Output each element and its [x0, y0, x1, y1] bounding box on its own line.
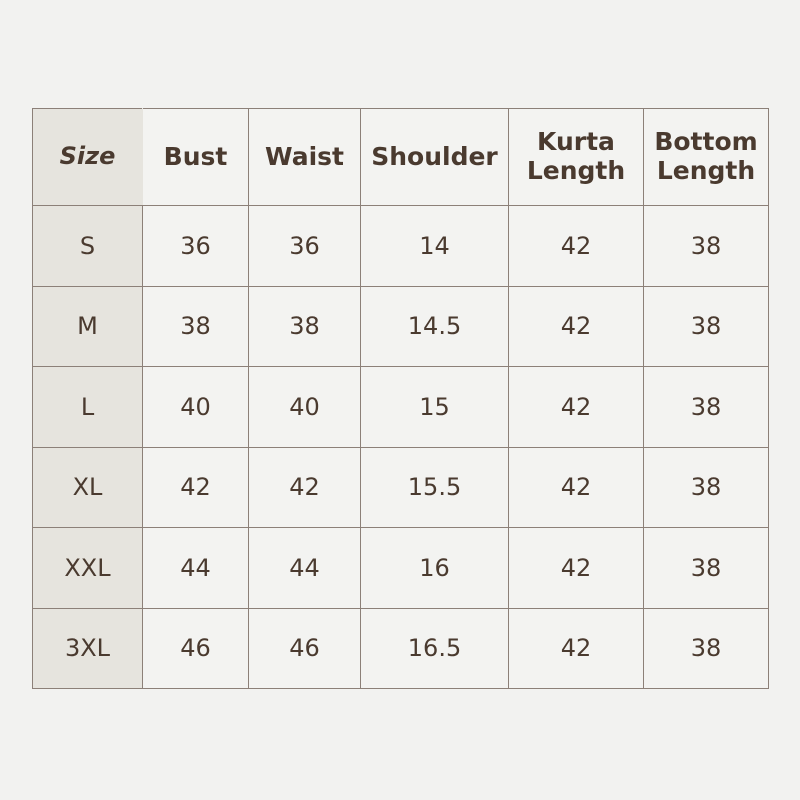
cell-size: 3XL	[32, 607, 143, 689]
cell-kurta-length: 42	[508, 285, 644, 367]
cell-bottom-length: 38	[643, 366, 769, 448]
cell-waist: 46	[248, 607, 361, 689]
column-header-bust: Bust	[142, 108, 249, 206]
cell-bottom-length: 38	[643, 446, 769, 528]
cell-waist: 38	[248, 285, 361, 367]
cell-bust: 44	[142, 527, 249, 609]
column-header-shoulder: Shoulder	[360, 108, 509, 206]
column-header-kurta-length: Kurta Length	[508, 108, 644, 206]
size-chart-table: Size Bust Waist Shoulder Kurta Length Bo…	[32, 108, 769, 689]
table-row: L 40 40 15 42 38	[32, 366, 769, 448]
cell-shoulder: 16.5	[360, 607, 509, 689]
cell-shoulder: 15.5	[360, 446, 509, 528]
column-header-size: Size	[32, 108, 143, 206]
cell-bust: 46	[142, 607, 249, 689]
table-body: S 36 36 14 42 38 M 38 38 14.5 42 38 L 40…	[32, 205, 769, 689]
cell-waist: 36	[248, 205, 361, 287]
cell-size: L	[32, 366, 143, 448]
cell-bottom-length: 38	[643, 527, 769, 609]
cell-waist: 42	[248, 446, 361, 528]
table-row: S 36 36 14 42 38	[32, 205, 769, 287]
size-chart-container: Size Bust Waist Shoulder Kurta Length Bo…	[32, 108, 769, 689]
cell-kurta-length: 42	[508, 446, 644, 528]
cell-shoulder: 14	[360, 205, 509, 287]
cell-kurta-length: 42	[508, 366, 644, 448]
cell-size: XL	[32, 446, 143, 528]
cell-bottom-length: 38	[643, 205, 769, 287]
cell-bust: 36	[142, 205, 249, 287]
table-row: 3XL 46 46 16.5 42 38	[32, 607, 769, 689]
cell-shoulder: 15	[360, 366, 509, 448]
cell-kurta-length: 42	[508, 205, 644, 287]
cell-bust: 42	[142, 446, 249, 528]
cell-shoulder: 16	[360, 527, 509, 609]
cell-waist: 44	[248, 527, 361, 609]
cell-shoulder: 14.5	[360, 285, 509, 367]
column-header-waist: Waist	[248, 108, 361, 206]
table-row: XXL 44 44 16 42 38	[32, 527, 769, 609]
cell-bottom-length: 38	[643, 285, 769, 367]
cell-bust: 38	[142, 285, 249, 367]
column-header-bottom-length: Bottom Length	[643, 108, 769, 206]
cell-size: XXL	[32, 527, 143, 609]
cell-bust: 40	[142, 366, 249, 448]
table-header: Size Bust Waist Shoulder Kurta Length Bo…	[32, 108, 769, 206]
header-row: Size Bust Waist Shoulder Kurta Length Bo…	[32, 108, 769, 206]
cell-size: S	[32, 205, 143, 287]
cell-kurta-length: 42	[508, 527, 644, 609]
cell-kurta-length: 42	[508, 607, 644, 689]
table-row: M 38 38 14.5 42 38	[32, 285, 769, 367]
cell-size: M	[32, 285, 143, 367]
cell-waist: 40	[248, 366, 361, 448]
table-row: XL 42 42 15.5 42 38	[32, 446, 769, 528]
cell-bottom-length: 38	[643, 607, 769, 689]
